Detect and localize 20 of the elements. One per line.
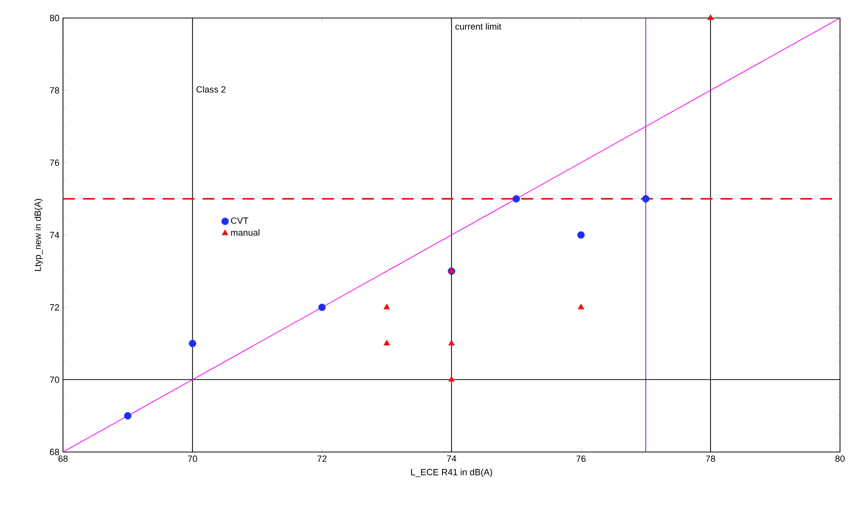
y-tick-label: 76 [50,159,60,166]
legend-label: CVT [231,217,248,224]
legend-label: manual [231,229,260,236]
x-tick-label: 70 [188,456,198,462]
x-tick-label: 72 [317,456,327,462]
x-axis-title: L_ECE R41 in dB(A) [411,468,492,478]
x-tick-label: 78 [706,456,716,462]
x-tick-label: 76 [576,456,586,462]
y-tick-label: 68 [50,448,60,456]
y-tick-label: 72 [50,304,60,310]
y-tick-label: 80 [50,14,60,22]
ref-line-label: current limit [455,23,502,30]
y-tick-label: 70 [50,376,60,383]
y-tick-label: 74 [50,232,60,238]
y-axis-title: Ltyp_new in dB(A) [34,198,43,271]
x-tick-label: 80 [835,456,845,462]
x-tick-label: 68 [58,456,68,462]
y-tick-label: 78 [50,87,60,94]
ref-line-label: Class 2 [196,86,226,93]
x-tick-label: 74 [446,456,456,462]
